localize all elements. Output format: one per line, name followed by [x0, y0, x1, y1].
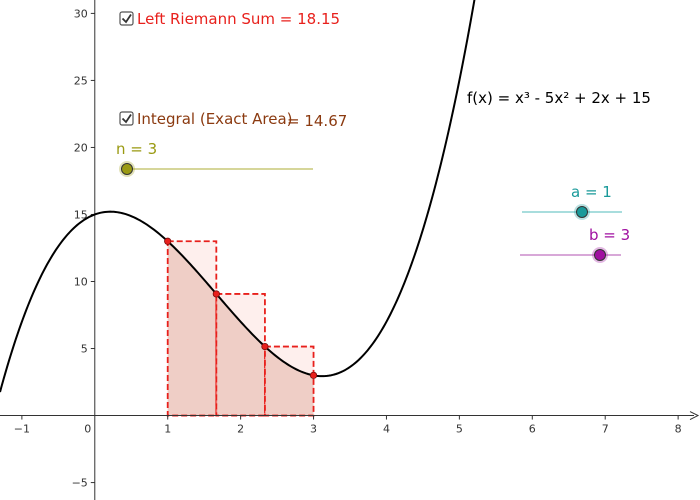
tick-labels: −1 0 1 2 3 4 5 6 7 8 −5 5 10 15 20 25 30 — [14, 7, 682, 489]
riemann-rectangles — [166, 240, 315, 417]
slider-n[interactable]: n = 3 — [116, 140, 313, 177]
function-label: f(x) = x³ - 5x² + 2x + 15 — [467, 89, 651, 107]
sample-point — [261, 342, 269, 351]
slider-b[interactable]: b = 3 — [520, 226, 630, 263]
y-tick-label: −5 — [72, 477, 88, 490]
sample-points — [164, 237, 318, 379]
riemann-checkbox[interactable]: Left Riemann Sum = 18.15 — [119, 10, 340, 28]
x-tick-label: 1 — [164, 423, 171, 436]
integral-value: = 14.67 — [287, 112, 347, 130]
x-tick-label: 4 — [383, 423, 390, 436]
y-tick-label: 15 — [74, 208, 88, 221]
sample-point — [212, 290, 220, 298]
slider-n-label: n = 3 — [116, 140, 157, 158]
y-tick-label: 25 — [74, 74, 88, 87]
riemann-checkbox-box[interactable] — [119, 11, 134, 26]
slider-n-handle[interactable] — [121, 163, 133, 175]
y-tick-label: 5 — [81, 343, 88, 356]
x-tick-label: 7 — [602, 423, 609, 436]
check-icon — [121, 14, 132, 24]
riemann-sum-label[interactable]: Left Riemann Sum = 18.15 — [137, 10, 340, 28]
y-tick-label: 20 — [74, 141, 88, 154]
riemann-rect — [215, 293, 266, 417]
y-tick-label: 30 — [74, 7, 88, 20]
slider-a-handle[interactable] — [576, 206, 588, 218]
x-tick-label: −1 — [14, 423, 30, 436]
integral-checkbox[interactable]: Integral (Exact Area) = 14.67 — [119, 110, 347, 130]
function-curve — [0, 0, 476, 393]
slider-b-label: b = 3 — [589, 226, 630, 244]
integral-checkbox-box[interactable] — [119, 111, 134, 126]
riemann-rect — [264, 345, 315, 417]
x-tick-label: 6 — [529, 423, 536, 436]
sample-point — [164, 237, 172, 245]
x-tick-label: 8 — [675, 423, 682, 436]
slider-a-label: a = 1 — [571, 183, 612, 201]
sample-point — [309, 371, 318, 379]
x-axis-arrow-icon — [689, 411, 700, 420]
slider-a[interactable]: a = 1 — [522, 183, 622, 220]
x-tick-label: 3 — [310, 423, 317, 436]
x-tick-label: 2 — [237, 423, 244, 436]
x-tick-label: 0 — [84, 423, 91, 436]
y-tick-label: 10 — [74, 276, 88, 289]
slider-b-handle[interactable] — [594, 249, 606, 261]
x-tick-label: 5 — [456, 423, 463, 436]
integral-label[interactable]: Integral (Exact Area) — [137, 110, 293, 128]
check-icon — [121, 114, 132, 124]
